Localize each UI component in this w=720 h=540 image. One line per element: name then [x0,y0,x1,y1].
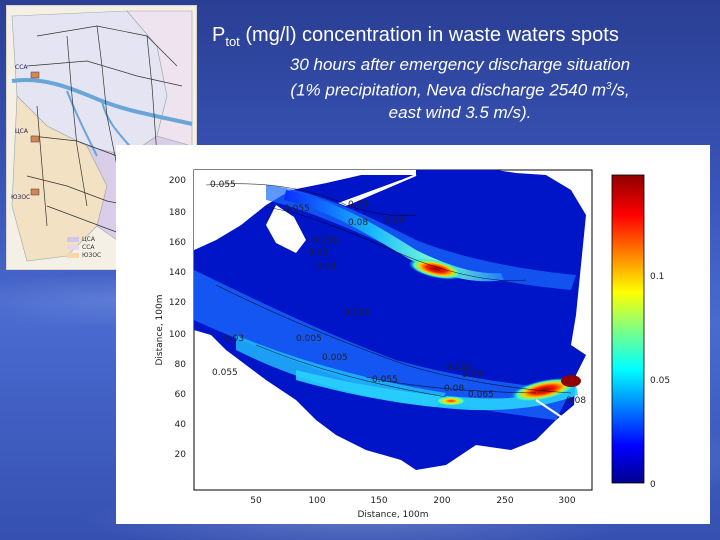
subtitle-line-1: 30 hours after emergency discharge situa… [289,55,631,74]
x-tick-label: 150 [370,496,387,506]
hotspot-south-west [435,396,467,406]
jetty-line [535,399,582,431]
y-tick-label: 140 [169,268,186,278]
north-shore [194,170,416,250]
x-tick-label: 200 [433,496,450,506]
contour-label: 0.08 [566,396,586,406]
inset-label-yuzos: ЮЗОС [11,194,30,201]
contour-label: 0.065 [468,390,494,400]
y-tick-label: 40 [175,420,187,430]
y-tick-label: 120 [169,298,186,308]
concentration-figure: 0.055 0.055 0.05 0.08 0.05 0.055 0.05 0.… [116,145,710,524]
y-tick-label: 180 [169,208,186,218]
y-axis-ticks: 20 20 40 60 80 100 120 140 160 180 200 [169,176,186,460]
contour-label: 0.05 [348,200,368,210]
contour-label: 0.055 [372,375,398,385]
y-tick-label: 20 [175,450,187,460]
x-tick-label: 300 [558,496,575,506]
y-axis-label: Distance, 100m [155,294,165,365]
colorbar-tick-label: 0 [650,480,656,490]
contour-label: 0.03 [224,334,244,344]
contour-label: 0.08 [462,370,482,380]
slide-subtitle: 30 hours after emergency discharge situa… [200,54,720,124]
hotspot-east-core [561,375,581,387]
contour-label: 0.055 [284,204,310,214]
hotspot-east [510,377,578,403]
inset-legend-item: ЦСА [67,236,101,243]
x-axis-label: Distance, 100m [357,510,428,520]
inset-label-ssa: ССА [15,64,28,71]
colorbar [611,174,645,484]
x-tick-label: 50 [250,496,262,506]
y-tick-label: 80 [175,360,187,370]
contour-label: 0.055 [312,236,338,246]
y-tick-label: 60 [175,390,187,400]
colorbar-tick-label: 0.05 [650,376,670,386]
x-axis-ticks: 50 100 150 200 250 300 [250,496,576,506]
contour-lines [205,183,572,398]
plume-band-south [236,335,446,407]
diffuse-plume-south [194,270,571,420]
island-shape [266,205,306,253]
y-tick-label: 100 [169,330,186,340]
plume-north [284,190,504,282]
y-tick-label: 160 [169,238,186,248]
contour-label: 0.005 [322,353,348,363]
contour-label: 0.005 [296,334,322,344]
inset-map-legend: ЦСА ССА ЮЗОС [67,236,101,260]
contour-label: 0.055 [212,368,238,378]
slide-title: Ptot (mg/l) concentration in waste water… [212,24,619,49]
x-tick-label: 100 [308,496,325,506]
contour-label: 0.055 [344,308,370,318]
contour-label: 0.055 [210,180,236,190]
concentration-plot: 0.055 0.055 0.05 0.08 0.05 0.055 0.05 0.… [155,169,670,520]
colorbar-ticks: 0.1 0.05 0 [650,272,670,490]
x-tick-label: 250 [496,496,513,506]
subtitle-line-3: east wind 3.5 m/s). [388,102,532,122]
contour-label: 0.08 [348,218,368,228]
contour-label: 0.08 [444,384,464,394]
y-tick-label: 200 [169,176,186,186]
inset-label-tssa: ЦСА [15,128,29,135]
hotspot-north [408,258,464,280]
contour-label: 0.05 [308,248,328,258]
plume-south-band [296,370,578,411]
inset-legend-item: ССА [67,244,101,251]
contour-label: 0.05 [384,216,404,226]
subtitle-line-2: (1% precipitation, Neva discharge 2540 m… [290,80,630,100]
inset-legend-item: ЮЗОС [67,252,101,259]
colorbar-tick-label: 0.1 [650,272,664,282]
contour-label-group: 0.055 0.055 0.05 0.08 0.05 0.055 0.05 0.… [210,180,586,406]
contour-label: 0.055 [446,363,472,373]
contour-label: 0.08 [316,262,336,272]
